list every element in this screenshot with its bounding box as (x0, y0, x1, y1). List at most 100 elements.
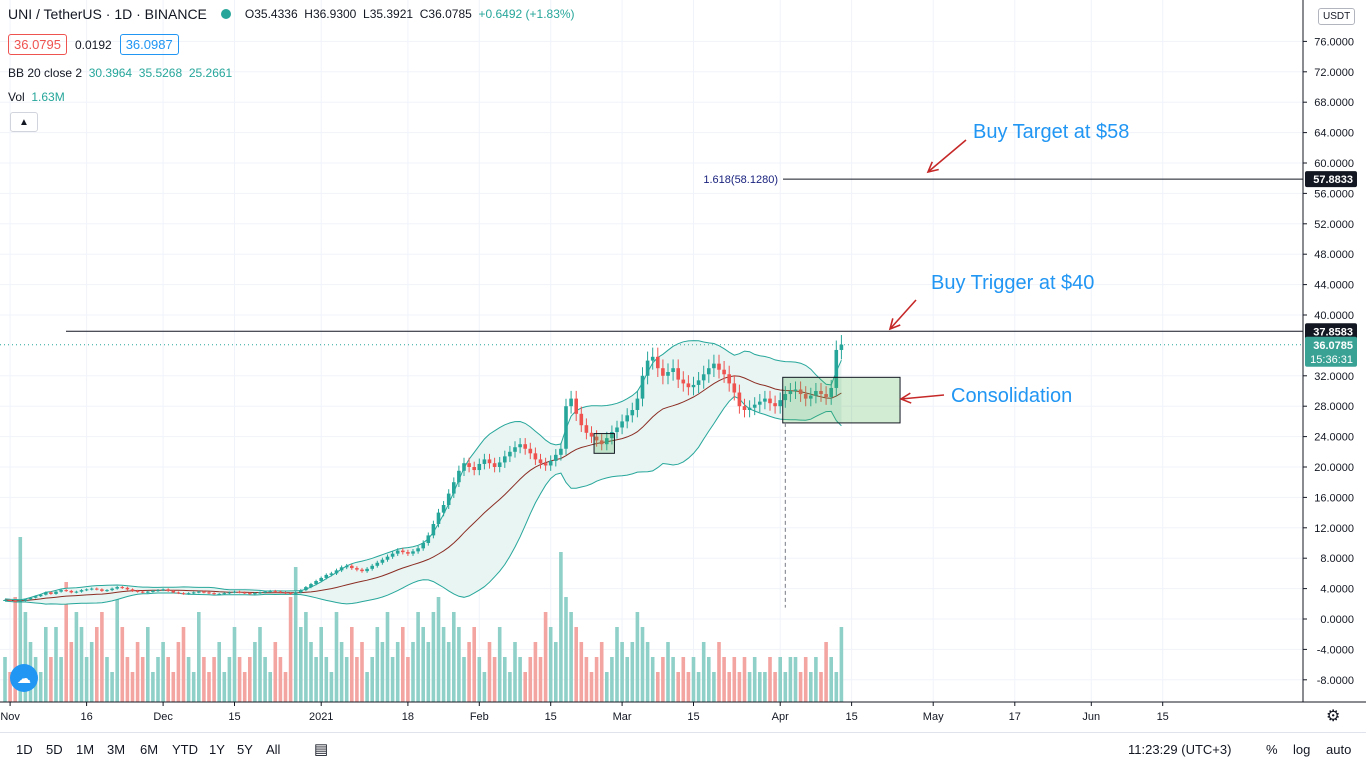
candle-body (360, 569, 364, 572)
candle-body (23, 599, 28, 601)
candle-body (543, 463, 548, 466)
candle-body (681, 379, 686, 384)
candle-body (497, 462, 502, 467)
range-1m-button[interactable]: 1M (76, 742, 95, 757)
candle-body (732, 383, 737, 393)
price-tick-label: 8.0000 (1320, 553, 1354, 565)
candle-body (38, 594, 43, 597)
candle-body (115, 587, 119, 589)
candle-body (263, 591, 267, 593)
market-status-icon (220, 9, 231, 19)
volume-bar (778, 657, 782, 702)
candle-body (140, 591, 145, 593)
vol-indicator-legend[interactable]: Vol 1.63M (8, 90, 65, 104)
log-scale-button[interactable]: log (1293, 742, 1311, 757)
candle-body (59, 590, 63, 592)
date-range-icon[interactable]: ▤ (314, 741, 329, 758)
candle-body (763, 398, 767, 402)
candle-body (212, 593, 216, 595)
candle-body (146, 591, 150, 593)
volume-bar (426, 642, 431, 702)
candle-body (395, 550, 400, 554)
breakout-box (593, 433, 615, 454)
volume-bar (273, 642, 278, 702)
price-tick-label: 0.0000 (1320, 614, 1354, 626)
price-tick-label: 52.0000 (1314, 219, 1354, 231)
candle-body (156, 590, 160, 592)
candle-body (176, 592, 181, 594)
change-value: +0.6492 (+1.83%) (478, 7, 575, 21)
volume-bar (278, 657, 283, 702)
drawing-overlays: 1.618(58.1280) (0, 139, 1303, 608)
volume-bar (212, 657, 216, 702)
candle-body (227, 592, 232, 594)
bb-indicator-legend[interactable]: BB 20 close 2 30.3964 35.5268 25.2661 (8, 66, 232, 80)
price-tick-label: 40.0000 (1314, 310, 1354, 322)
time-axis[interactable]: Nov 16 Dec 15 2021 18 Feb 15 Mar 15 Apr 15 May 17 Jun 1… (0, 701, 1366, 723)
volume-bar (38, 672, 43, 702)
volume-bar (370, 657, 374, 702)
candle-body (375, 562, 380, 566)
volume-bar (110, 672, 114, 702)
volume-bar (615, 627, 619, 702)
target-arrow (927, 139, 967, 173)
volume-bar (503, 657, 507, 702)
sell-price-button[interactable]: 36.0795 (8, 34, 67, 55)
collapse-legend-button[interactable]: ▲ (10, 112, 38, 132)
gear-icon[interactable]: ⚙ (1326, 708, 1341, 725)
price-tick-label: -8.0000 (1317, 675, 1354, 687)
volume-bar (472, 627, 476, 702)
candle-body (406, 552, 410, 554)
range-all-button[interactable]: All (266, 742, 281, 757)
candle-body (339, 567, 344, 571)
candle-body (100, 589, 104, 591)
bollinger-lower-line (4, 395, 842, 605)
range-3m-button[interactable]: 3M (107, 742, 126, 757)
range-1d-button[interactable]: 1D (16, 742, 33, 757)
volume-bar (788, 657, 793, 702)
buy-price-button[interactable]: 36.0987 (119, 34, 179, 55)
auto-scale-button[interactable]: auto (1326, 742, 1352, 757)
price-axis[interactable]: 76.0000 72.0000 68.0000 64.0000 60.0000 56.00… (1302, 0, 1357, 702)
volume-bar (49, 657, 53, 702)
currency-badge[interactable]: USDT (1318, 8, 1356, 25)
range-6m-button[interactable]: 6M (140, 742, 159, 757)
time-tick-label: 18 (402, 711, 414, 723)
candle-body (309, 584, 313, 588)
range-1y-button[interactable]: 1Y (209, 742, 225, 757)
buy-target-annotation: Buy Target at $58 (973, 121, 1130, 143)
range-5y-button[interactable]: 5Y (237, 742, 253, 757)
range-5d-button[interactable]: 5D (46, 742, 63, 757)
trigger-arrow (889, 299, 917, 330)
candle-body (650, 356, 655, 361)
candle-body (599, 440, 604, 445)
volume-bar (13, 597, 17, 702)
percent-scale-button[interactable]: % (1266, 742, 1278, 757)
range-ytd-button[interactable]: YTD (172, 742, 198, 757)
volume-bar (656, 672, 660, 702)
candle-body (191, 592, 196, 594)
trigger-arrow-head (888, 318, 901, 331)
candle-body (605, 438, 609, 445)
candle-body (161, 589, 165, 591)
candle-body (8, 600, 12, 601)
candle-body (809, 395, 813, 399)
candle-body (452, 482, 456, 494)
volume-bar (773, 672, 777, 702)
candle-body (268, 590, 272, 592)
volume-bar (299, 627, 303, 702)
volume-bar (171, 672, 176, 702)
candle-body (803, 394, 808, 399)
candle-body (135, 590, 140, 592)
price-chart[interactable]: 1.618(58.1280) 76.0000 72.0000 68.0000 64.0… (0, 0, 1366, 732)
volume-bar (375, 627, 380, 702)
candle-body (130, 589, 135, 591)
tradingview-logo-icon[interactable]: ☁ (10, 664, 38, 692)
volume-bar (605, 672, 609, 702)
volume-bar (482, 672, 487, 702)
price-tick-label: 28.0000 (1314, 401, 1354, 413)
symbol-title[interactable]: UNI / TetherUS · 1D · BINANCE (8, 6, 207, 22)
volume-bar (457, 627, 461, 702)
clock-time[interactable]: 11:23:29 (UTC+3) (1128, 742, 1232, 757)
volume-bar (768, 657, 772, 702)
